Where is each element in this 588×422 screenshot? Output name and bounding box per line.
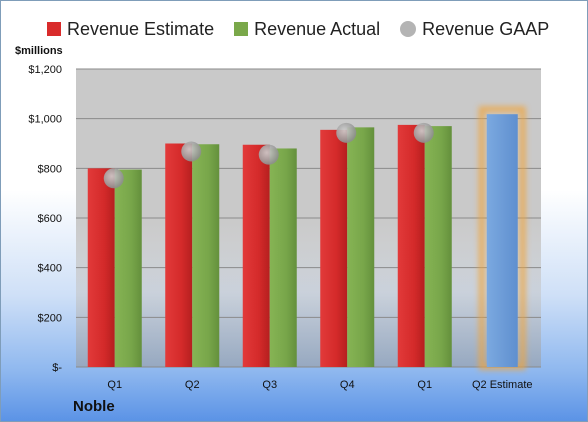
y-tick-label: $- — [52, 362, 62, 374]
y-tick-label: $600 — [38, 213, 62, 225]
legend-item-estimate: Revenue Estimate — [47, 19, 214, 40]
y-axis-unit-label: $millions — [15, 45, 63, 57]
bars — [87, 106, 526, 371]
bar-estimate — [397, 124, 425, 367]
y-tick-label: $200 — [38, 312, 62, 324]
gaap-marker — [413, 122, 434, 143]
gaap-marker — [336, 122, 357, 143]
company-name: Noble — [73, 398, 115, 415]
y-axis-ticks: $- $200 $400 $600 $800 $1,000 $1,200 — [28, 64, 62, 374]
x-axis-ticks: Q1 Q2 Q3 Q4 Q1 Q2 Estimate — [107, 379, 532, 391]
bar-actual — [269, 148, 297, 367]
legend-item-gaap: Revenue GAAP — [400, 19, 549, 40]
legend-label-gaap: Revenue GAAP — [422, 18, 550, 39]
bar-actual — [424, 126, 452, 367]
bar-estimate — [87, 168, 115, 367]
y-tick-label: $800 — [38, 163, 62, 175]
legend-label-estimate: Revenue Estimate — [67, 18, 215, 39]
bar-estimate — [320, 129, 348, 367]
legend-swatch-actual — [234, 22, 249, 36]
bar-estimate — [242, 144, 270, 367]
bar-actual — [347, 127, 375, 367]
y-tick-label: $1,000 — [28, 114, 62, 126]
bar-actual — [114, 169, 142, 367]
x-tick-label: Q2 Estimate — [472, 379, 533, 391]
legend-item-actual: Revenue Actual — [234, 19, 380, 40]
y-tick-label: $1,200 — [28, 64, 62, 76]
x-tick-label: Q1 — [417, 379, 432, 391]
chart-legend: Revenue Estimate Revenue Actual Revenue … — [47, 17, 569, 41]
y-tick-label: $400 — [38, 263, 62, 275]
legend-swatch-estimate — [47, 22, 61, 36]
bar-actual — [192, 144, 220, 367]
legend-label-actual: Revenue Actual — [254, 18, 381, 39]
legend-swatch-gaap — [400, 21, 417, 37]
bar-forecast — [486, 114, 518, 368]
gaap-marker — [103, 168, 124, 189]
gaap-marker — [258, 144, 279, 165]
x-tick-label: Q2 — [185, 379, 200, 391]
gaap-marker — [181, 141, 202, 162]
x-tick-label: Q4 — [340, 379, 355, 391]
bar-estimate — [165, 143, 193, 367]
x-tick-label: Q3 — [262, 379, 277, 391]
gridlines — [76, 68, 541, 368]
x-tick-label: Q1 — [107, 379, 122, 391]
